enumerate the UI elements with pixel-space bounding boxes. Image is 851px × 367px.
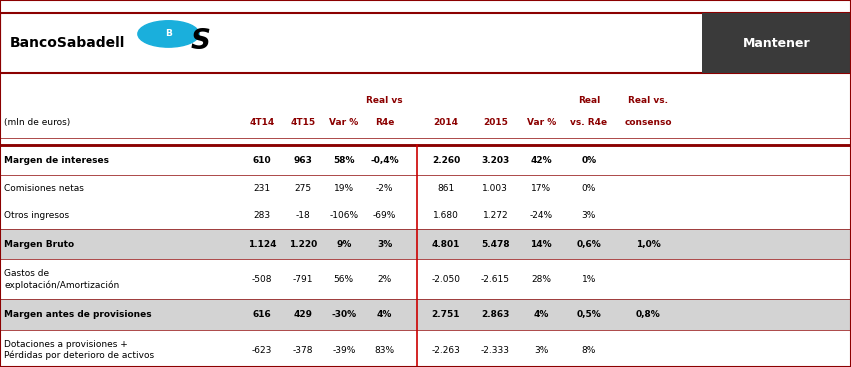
Text: -2.615: -2.615 [481, 275, 510, 284]
FancyBboxPatch shape [0, 229, 851, 259]
Text: -0,4%: -0,4% [370, 156, 399, 165]
Text: (mln de euros): (mln de euros) [4, 117, 71, 127]
Text: 2%: 2% [378, 275, 391, 284]
Text: Margen Bruto: Margen Bruto [4, 240, 74, 249]
Text: 2.863: 2.863 [481, 310, 510, 319]
Text: Mantener: Mantener [743, 37, 810, 50]
Text: Real vs.: Real vs. [628, 95, 669, 105]
Text: 861: 861 [437, 184, 454, 193]
Text: 1.220: 1.220 [288, 240, 317, 249]
Text: 58%: 58% [333, 156, 355, 165]
Text: Real: Real [578, 95, 600, 105]
Text: 0%: 0% [582, 184, 596, 193]
Text: 3%: 3% [582, 211, 596, 220]
Text: -623: -623 [252, 346, 272, 355]
Text: S: S [191, 26, 211, 55]
Text: 0,8%: 0,8% [636, 310, 661, 319]
FancyBboxPatch shape [702, 13, 851, 73]
Text: vs. R4e: vs. R4e [570, 117, 608, 127]
Text: -69%: -69% [373, 211, 397, 220]
Text: -106%: -106% [329, 211, 358, 220]
Text: 1.272: 1.272 [483, 211, 508, 220]
Text: 1.124: 1.124 [248, 240, 277, 249]
Text: Margen de intereses: Margen de intereses [4, 156, 109, 165]
Text: 17%: 17% [531, 184, 551, 193]
Text: 3%: 3% [377, 240, 392, 249]
Text: Var %: Var % [329, 117, 358, 127]
Text: -30%: -30% [331, 310, 357, 319]
Text: Dotaciones a provisiones +
Pérdidas por deterioro de activos: Dotaciones a provisiones + Pérdidas por … [4, 340, 154, 360]
Text: 14%: 14% [530, 240, 552, 249]
Text: 0%: 0% [581, 156, 597, 165]
Text: Margen antes de provisiones: Margen antes de provisiones [4, 310, 151, 319]
Text: 610: 610 [253, 156, 271, 165]
Text: 5.478: 5.478 [481, 240, 510, 249]
Text: 56%: 56% [334, 275, 354, 284]
Text: 963: 963 [294, 156, 312, 165]
Text: Gastos de
explotación/Amortización: Gastos de explotación/Amortización [4, 269, 119, 290]
Text: -18: -18 [295, 211, 311, 220]
Text: -2.263: -2.263 [431, 346, 460, 355]
Text: -2%: -2% [376, 184, 393, 193]
Text: 42%: 42% [530, 156, 552, 165]
Text: -39%: -39% [332, 346, 356, 355]
Text: 2.751: 2.751 [431, 310, 460, 319]
Text: 275: 275 [294, 184, 311, 193]
Text: R4e: R4e [375, 117, 394, 127]
Text: 4.801: 4.801 [431, 240, 460, 249]
Text: B: B [165, 29, 172, 39]
Text: Comisiones netas: Comisiones netas [4, 184, 84, 193]
Text: 19%: 19% [334, 184, 354, 193]
Text: 0,6%: 0,6% [576, 240, 602, 249]
Text: 3.203: 3.203 [481, 156, 510, 165]
Text: 1%: 1% [582, 275, 596, 284]
FancyBboxPatch shape [0, 13, 851, 73]
Text: -24%: -24% [529, 211, 553, 220]
Text: 3%: 3% [534, 346, 548, 355]
Text: 9%: 9% [336, 240, 351, 249]
Text: -378: -378 [293, 346, 313, 355]
Text: 4%: 4% [534, 310, 549, 319]
Text: 1.003: 1.003 [483, 184, 508, 193]
FancyBboxPatch shape [0, 299, 851, 330]
Text: -2.050: -2.050 [431, 275, 460, 284]
Text: 616: 616 [253, 310, 271, 319]
Text: 2014: 2014 [433, 117, 459, 127]
Text: -791: -791 [293, 275, 313, 284]
Text: 4T14: 4T14 [249, 117, 275, 127]
Text: 4T15: 4T15 [290, 117, 316, 127]
Text: 28%: 28% [531, 275, 551, 284]
Text: consenso: consenso [625, 117, 672, 127]
Text: -2.333: -2.333 [481, 346, 510, 355]
Text: 0,5%: 0,5% [576, 310, 602, 319]
Circle shape [138, 21, 199, 47]
Text: 283: 283 [254, 211, 271, 220]
Text: 4%: 4% [377, 310, 392, 319]
Text: 231: 231 [254, 184, 271, 193]
Text: 2.260: 2.260 [431, 156, 460, 165]
Text: BancoSabadell: BancoSabadell [10, 36, 126, 50]
Text: 1.680: 1.680 [433, 211, 459, 220]
Text: Otros ingresos: Otros ingresos [4, 211, 70, 220]
Text: 1,0%: 1,0% [636, 240, 661, 249]
Text: Var %: Var % [527, 117, 556, 127]
Text: 8%: 8% [582, 346, 596, 355]
Text: 429: 429 [294, 310, 312, 319]
Text: Real vs: Real vs [366, 95, 403, 105]
Text: 2015: 2015 [483, 117, 508, 127]
Text: -508: -508 [252, 275, 272, 284]
Text: 83%: 83% [374, 346, 395, 355]
